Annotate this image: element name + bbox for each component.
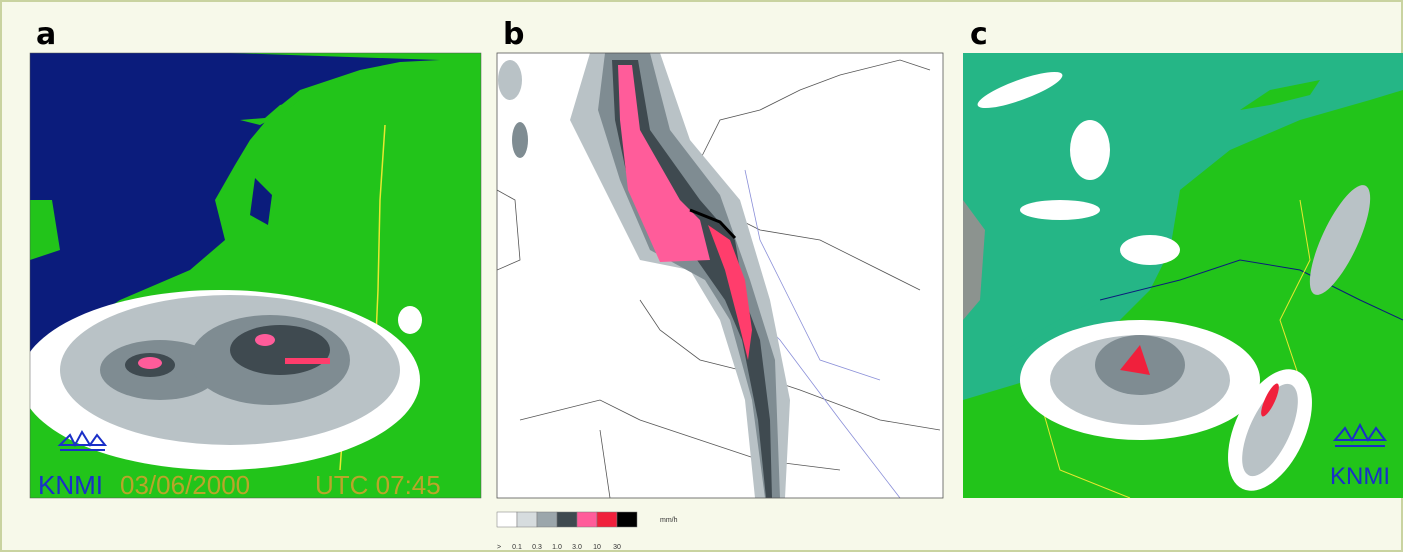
radar-map-c: KNMI [963,53,1403,504]
legend-label: 30 [613,544,621,551]
date-stamp: 03/06/2000 [120,470,250,500]
time-stamp: UTC 07:45 [315,470,441,500]
panel-label: c [970,17,988,52]
legend-label: 0.3 [532,544,542,551]
legend-unit: mm/h [660,517,678,524]
figure: a b c KNMI 03/06/2000 UTC 07:45 [0,0,1403,552]
radar-map-a: KNMI 03/06/2000 UTC 07:45 [20,53,481,500]
legend-label: 3.0 [572,544,582,551]
panel-label: b [503,17,524,52]
legend-label: 1.0 [552,544,562,551]
panel-label: a [36,17,56,52]
legend-label: 10 [593,544,601,551]
logo: KNMI [38,470,103,500]
radar-map-b [497,53,943,498]
logo: KNMI [1330,463,1390,490]
legend-prefix: > [497,544,501,551]
legend-label: 0.1 [512,544,522,551]
